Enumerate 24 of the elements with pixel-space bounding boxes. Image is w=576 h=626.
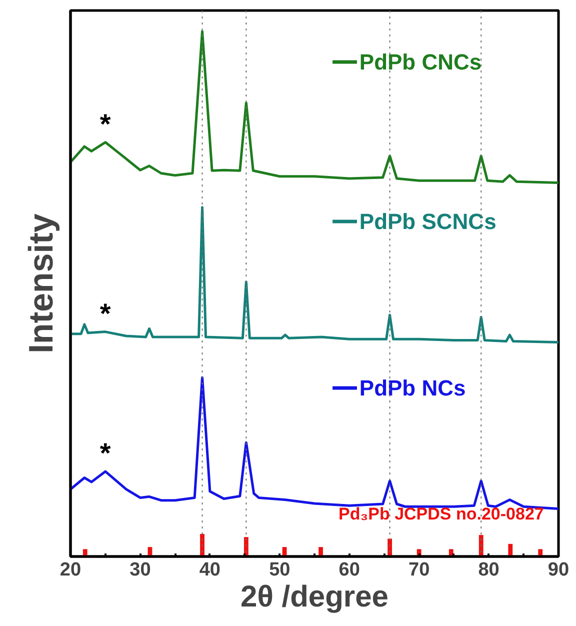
x-tick-label: 20 <box>60 560 82 580</box>
y-axis-title: Intensity <box>22 214 60 354</box>
bar <box>318 547 323 556</box>
x-tick-label: 70 <box>408 560 430 580</box>
x-tick-label: 60 <box>338 560 360 580</box>
x-tick-label: 40 <box>199 560 220 580</box>
legend-label: PdPb CNCs <box>359 49 482 74</box>
legend-label: PdPb NCs <box>359 375 466 400</box>
x-axis-title: 2θ /degree <box>240 580 388 614</box>
series-label: Pd₃Pb JCPDS no.20-0827 <box>338 504 544 524</box>
x-tick-label: 50 <box>269 560 290 580</box>
bar <box>538 549 543 556</box>
x-tick-label: 30 <box>130 560 151 580</box>
bar <box>388 538 392 556</box>
annotation: * <box>100 298 111 329</box>
bar <box>82 549 88 556</box>
bar <box>200 534 204 556</box>
annotation: * <box>100 438 111 469</box>
x-tick-label: 90 <box>548 560 570 580</box>
bar <box>508 544 513 556</box>
x-tick-label: 80 <box>478 560 500 580</box>
bar <box>478 534 484 556</box>
annotation: * <box>100 108 111 140</box>
legend-label: PdPb SCNCs <box>359 209 496 234</box>
